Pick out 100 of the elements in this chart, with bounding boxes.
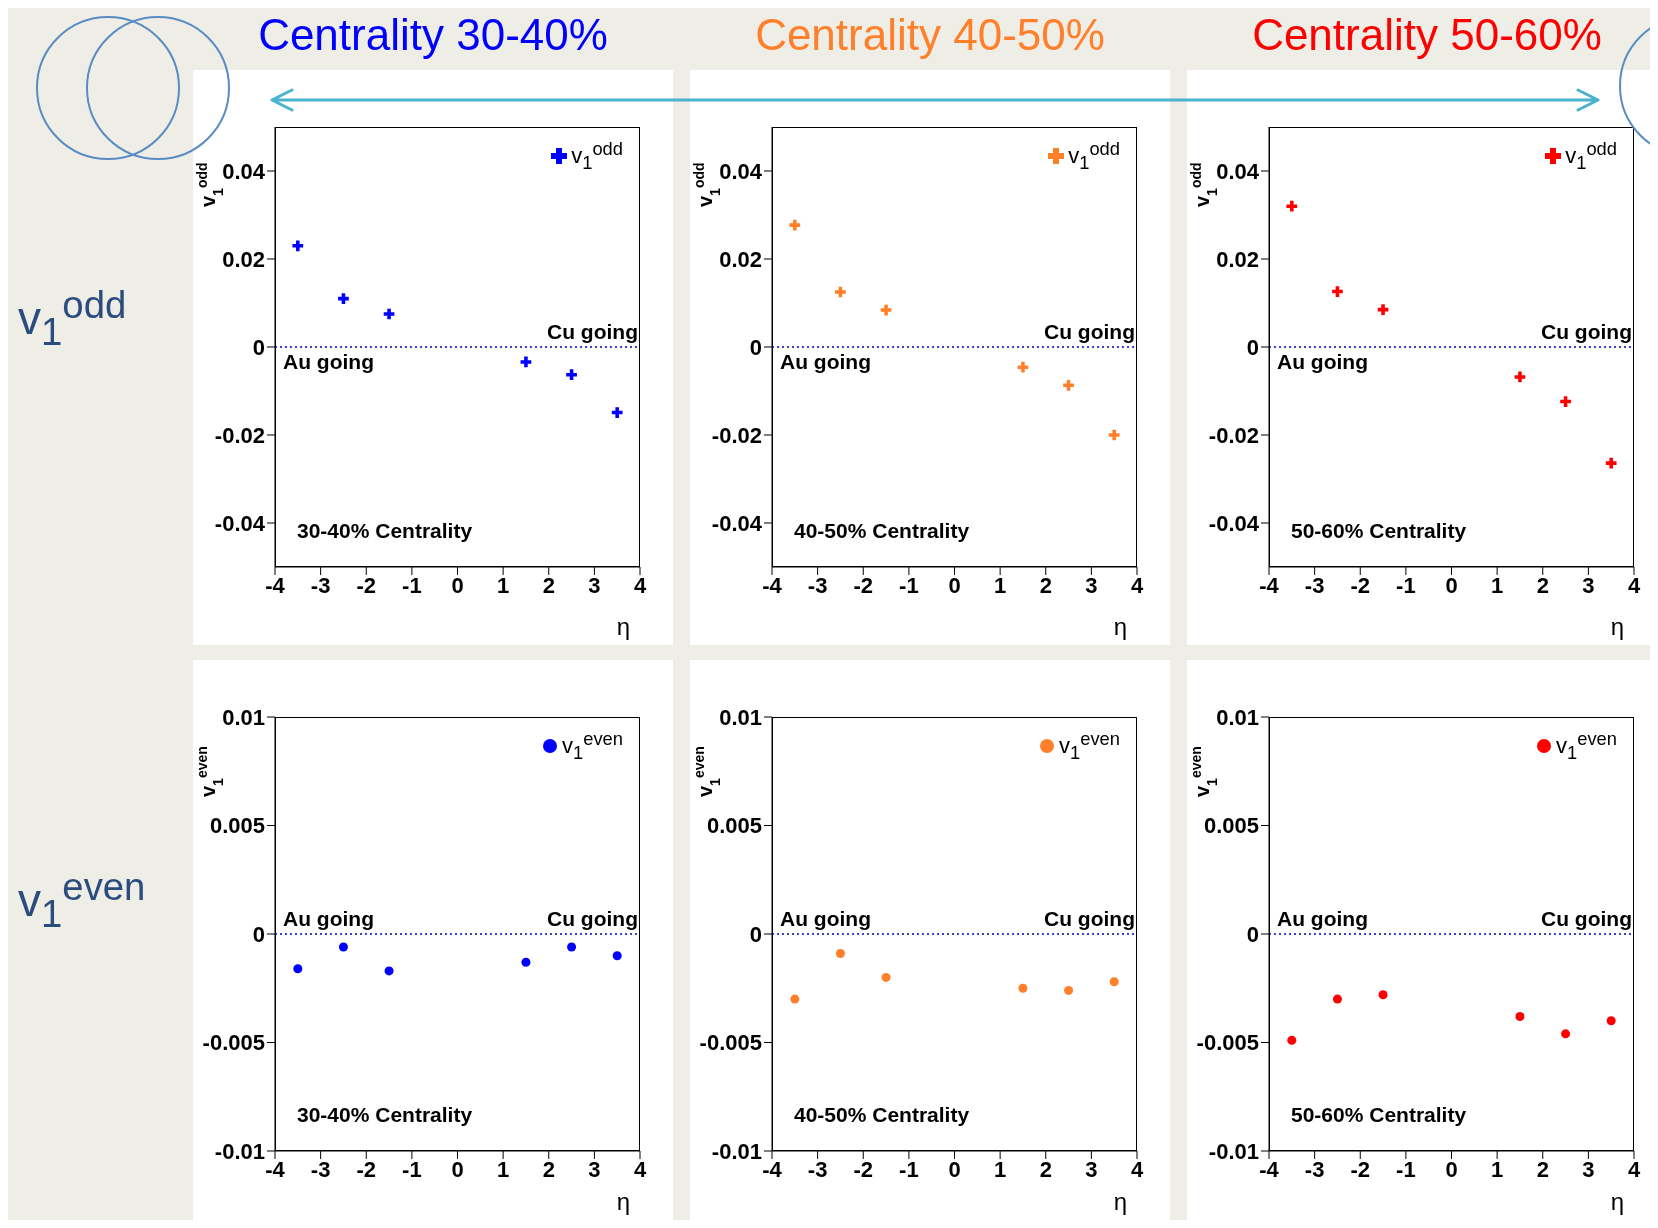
y-tick-label: -0.02 xyxy=(214,422,265,448)
x-tick-label: -2 xyxy=(356,572,377,598)
x-axis-title: η xyxy=(1113,1188,1127,1215)
annotation: 30-40% Centrality xyxy=(297,1103,473,1127)
point xyxy=(566,369,577,381)
x-axis-title: η xyxy=(1610,613,1624,640)
x-tick-label: -2 xyxy=(853,1156,874,1182)
x-tick-label: -3 xyxy=(807,1156,828,1182)
y-tick-label: 0 xyxy=(749,921,762,947)
point xyxy=(1332,994,1342,1004)
x-tick-label: 3 xyxy=(1085,1156,1098,1182)
annotation: 40-50% Centrality xyxy=(794,1103,970,1127)
y-tick-label: 0.02 xyxy=(719,246,762,272)
y-tick-label: -0.005 xyxy=(202,1030,265,1056)
x-tick-label: 2 xyxy=(1536,572,1549,598)
point xyxy=(611,407,623,418)
annotation: Cu going xyxy=(1541,907,1632,931)
point xyxy=(789,219,801,231)
x-tick-label: 0 xyxy=(948,572,961,598)
x-tick-label: -4 xyxy=(265,572,286,598)
y-tick-label: -0.005 xyxy=(1196,1030,1259,1056)
point xyxy=(1063,379,1074,391)
y-tick-label: -0.02 xyxy=(711,422,762,448)
x-tick-label: 3 xyxy=(1582,572,1595,598)
y-tick-label: -0.02 xyxy=(1208,422,1259,448)
point xyxy=(880,304,892,316)
x-tick-label: -4 xyxy=(1259,1156,1280,1182)
x-tick-label: -1 xyxy=(1396,1156,1416,1182)
y-tick-label: 0.005 xyxy=(706,813,762,839)
point xyxy=(383,308,395,320)
x-tick-label: 4 xyxy=(1130,572,1144,598)
x-tick-label: 1 xyxy=(994,572,1007,598)
point xyxy=(1605,457,1617,469)
x-tick-label: -2 xyxy=(853,572,874,598)
y-tick-label: 0.02 xyxy=(222,246,265,272)
x-tick-label: -1 xyxy=(402,572,422,598)
y-tick-label: -0.01 xyxy=(1208,1138,1259,1164)
x-tick-label: -2 xyxy=(356,1156,377,1182)
x-tick-label: 4 xyxy=(1627,572,1641,598)
x-tick-label: -4 xyxy=(762,1156,783,1182)
point xyxy=(835,949,845,959)
y-tick-label: 0 xyxy=(252,921,265,947)
x-tick-label: 0 xyxy=(1445,1156,1458,1182)
x-tick-label: 1 xyxy=(497,1156,510,1182)
x-tick-label: 1 xyxy=(994,1156,1007,1182)
x-tick-label: -3 xyxy=(310,572,331,598)
point xyxy=(612,951,622,961)
point xyxy=(1017,361,1029,373)
annotation: Au going xyxy=(1277,350,1368,374)
x-tick-label: 2 xyxy=(542,1156,555,1182)
x-tick-label: -3 xyxy=(807,572,828,598)
point xyxy=(1286,200,1298,212)
y-tick-label: -0.01 xyxy=(711,1138,762,1164)
y-tick-label: -0.04 xyxy=(711,510,763,536)
point xyxy=(1377,304,1389,315)
point xyxy=(520,356,532,368)
annotation: 30-40% Centrality xyxy=(297,519,473,543)
point xyxy=(384,966,394,976)
chart-title: Centrality 40-50% xyxy=(754,10,1106,60)
y-tick-label: 0 xyxy=(749,334,762,360)
point xyxy=(835,286,846,298)
point xyxy=(1561,1029,1571,1039)
point xyxy=(1378,990,1388,1000)
x-tick-label: 4 xyxy=(1130,1156,1144,1182)
y-tick-label: 0.01 xyxy=(222,704,265,730)
x-tick-label: -4 xyxy=(1259,572,1280,598)
x-tick-label: 3 xyxy=(1582,1156,1595,1182)
point xyxy=(1108,429,1120,441)
annotation: 50-60% Centrality xyxy=(1291,1103,1467,1127)
x-axis-title: η xyxy=(616,613,630,640)
y-tick-label: -0.04 xyxy=(1208,510,1260,536)
point xyxy=(521,957,531,967)
x-tick-label: 2 xyxy=(542,572,555,598)
point xyxy=(293,964,303,974)
y-tick-label: 0 xyxy=(252,334,265,360)
x-tick-label: -4 xyxy=(265,1156,286,1182)
annotation: Cu going xyxy=(1044,907,1135,931)
x-tick-label: -1 xyxy=(402,1156,422,1182)
x-tick-label: -3 xyxy=(310,1156,331,1182)
y-tick-label: -0.01 xyxy=(214,1138,265,1164)
x-tick-label: 4 xyxy=(633,1156,647,1182)
point xyxy=(1018,983,1028,993)
point xyxy=(338,942,348,952)
x-tick-label: -1 xyxy=(1396,572,1416,598)
x-tick-label: -2 xyxy=(1350,1156,1371,1182)
annotation: Au going xyxy=(780,350,871,374)
point xyxy=(790,994,800,1004)
point xyxy=(1109,977,1119,987)
x-tick-label: 0 xyxy=(1445,572,1458,598)
point xyxy=(1287,1035,1297,1045)
x-tick-label: -1 xyxy=(899,572,919,598)
x-tick-label: 2 xyxy=(1039,1156,1052,1182)
annotation: Cu going xyxy=(1044,320,1135,344)
y-tick-label: 0.005 xyxy=(209,813,265,839)
annotation: 50-60% Centrality xyxy=(1291,519,1467,543)
point xyxy=(1514,371,1526,383)
x-tick-label: 3 xyxy=(588,572,601,598)
x-tick-label: 1 xyxy=(497,572,510,598)
point xyxy=(881,972,891,982)
x-axis-title: η xyxy=(1610,1188,1624,1215)
